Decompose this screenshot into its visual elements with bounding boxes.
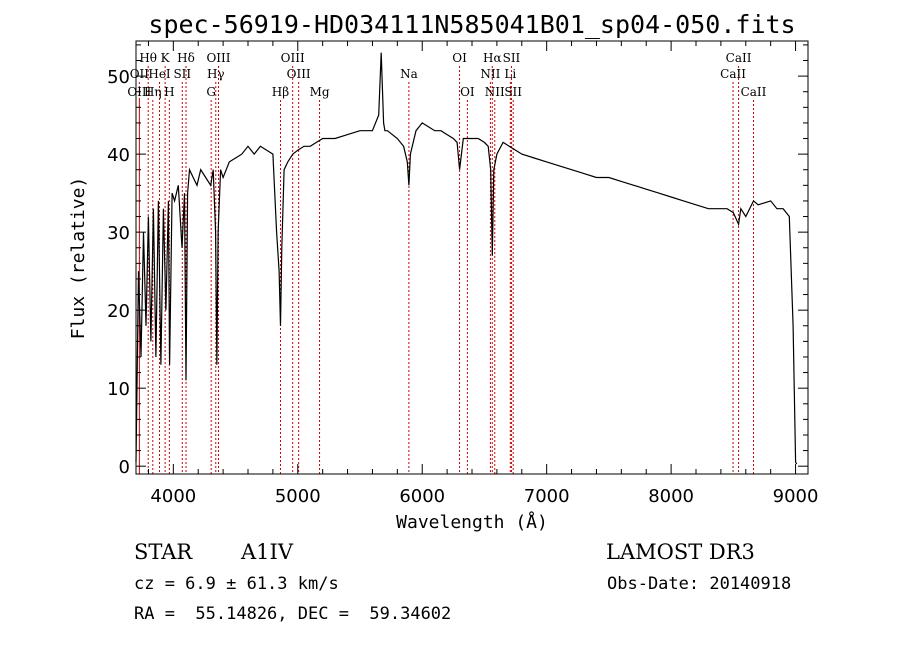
coordinates: RA = 55.14826, DEC = 59.34602	[134, 604, 452, 624]
object-subclass: A1IV	[241, 540, 293, 564]
marker-label-13: OIII	[287, 67, 311, 81]
marker-label-19: Hη	[144, 85, 162, 99]
plot-frame	[135, 40, 809, 475]
marker-label-1: K	[161, 51, 171, 65]
marker-label-16: Li	[504, 67, 516, 81]
y-tick-label-1: 10	[107, 379, 130, 400]
y-tick-label-4: 40	[107, 145, 130, 166]
chart-title: spec-56919-HD034111N585041B01_sp04-050.f…	[148, 10, 795, 39]
marker-label-8: CaII	[726, 51, 752, 65]
survey-name: LAMOST DR3	[606, 540, 755, 564]
marker-label-3: OIII	[206, 51, 230, 65]
marker-label-27: CaII	[741, 85, 767, 99]
marker-label-15: NII	[480, 67, 500, 81]
marker-label-6: Hα	[483, 51, 502, 65]
marker-label-7: SII	[503, 51, 521, 65]
axis-ticks: 4000 5000 6000 7000 8000 9000 0 10 20 30 40 50	[107, 41, 818, 507]
marker-label-25: NII	[485, 85, 505, 99]
marker-label-14: Na	[400, 67, 418, 81]
marker-label-17: CaII	[720, 67, 746, 81]
marker-label-12: Hγ	[207, 67, 225, 81]
object-class: STAR	[134, 540, 193, 564]
marker-label-5: OI	[452, 51, 467, 65]
marker-label-23: Mg	[310, 85, 330, 99]
x-tick-label-1: 5000	[275, 486, 321, 507]
x-tick-label-2: 6000	[399, 486, 445, 507]
marker-label-21: G	[206, 85, 216, 99]
marker-label-10: HeI	[148, 67, 171, 81]
spectrum-series-line	[135, 52, 798, 465]
y-tick-label-5: 50	[107, 67, 130, 88]
marker-label-2: Hδ	[177, 51, 195, 65]
marker-label-11: SII	[173, 67, 191, 81]
x-axis-label: Wavelength (Å)	[396, 511, 548, 533]
y-tick-label-0: 0	[119, 457, 130, 478]
y-tick-label-3: 30	[107, 223, 130, 244]
marker-label-20: H	[164, 85, 174, 99]
x-tick-label-4: 8000	[648, 486, 694, 507]
observation-date: Obs-Date: 20140918	[607, 574, 792, 594]
marker-label-24: OI	[460, 85, 475, 99]
marker-label-4: OIII	[281, 51, 305, 65]
marker-label-0: Hθ	[139, 51, 157, 65]
y-tick-label-2: 20	[107, 301, 130, 322]
x-tick-label-5: 9000	[773, 486, 819, 507]
y-axis-label: Flux (relative)	[68, 177, 89, 340]
marker-label-22: Hβ	[272, 85, 289, 99]
marker-label-26: SII	[504, 85, 522, 99]
redshift-velocity: cz = 6.9 ± 61.3 km/s	[134, 574, 339, 594]
x-tick-label-0: 4000	[150, 486, 196, 507]
x-tick-label-3: 7000	[524, 486, 570, 507]
marker-label-9: OII	[130, 67, 150, 81]
